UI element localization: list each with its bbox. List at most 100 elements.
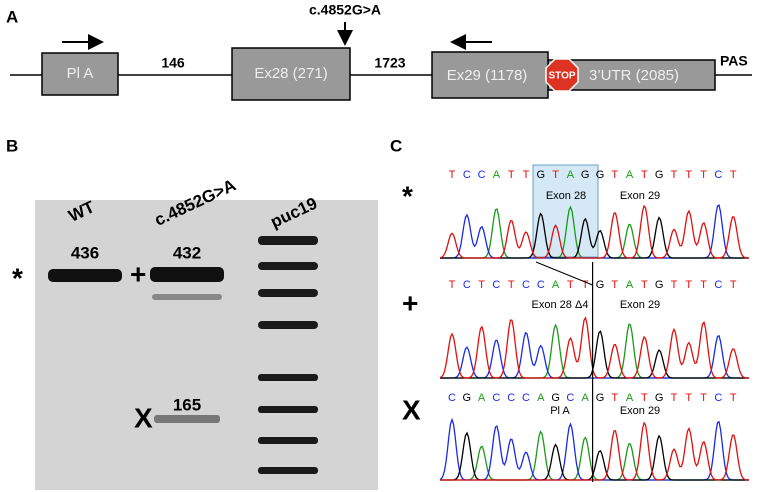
trace [439, 204, 749, 259]
base-call: A [626, 169, 634, 181]
base-call: C [463, 279, 471, 291]
panel-label: B [6, 136, 18, 155]
trace [440, 330, 749, 379]
base-call: G [655, 279, 664, 291]
intron-length: 1723 [374, 55, 405, 71]
exon-label: Ex29 (1178) [447, 67, 528, 84]
base-call: T [730, 392, 737, 404]
base-call: T [685, 392, 692, 404]
exon-box [431, 51, 549, 99]
base-call: T [567, 279, 574, 291]
base-call: C [714, 169, 722, 181]
base-call: T [671, 392, 678, 404]
gel-band [152, 294, 222, 300]
base-call: T [730, 279, 737, 291]
gel [35, 200, 378, 490]
ladder [258, 236, 318, 474]
trace [440, 430, 749, 481]
base-call: T [611, 392, 618, 404]
base-call: T [478, 279, 485, 291]
base-call: T [671, 279, 678, 291]
base-call: T [582, 279, 589, 291]
base-call: G [596, 392, 605, 404]
base-call: C [492, 279, 500, 291]
base-call: C [522, 392, 530, 404]
base-call: C [714, 279, 722, 291]
utr-label: 3’UTR (2085) [589, 67, 679, 84]
base-call: C [566, 392, 574, 404]
base-call: T [552, 169, 559, 181]
base-call: C [463, 169, 471, 181]
base-call: T [508, 169, 515, 181]
base-call: G [463, 392, 472, 404]
base-call: T [508, 279, 515, 291]
base-call: G [551, 392, 560, 404]
gel-band [48, 269, 122, 282]
base-call: T [611, 279, 618, 291]
panel-label: A [6, 7, 18, 26]
base-call: T [641, 279, 648, 291]
exon-label: Exon 28 [546, 190, 586, 202]
trace [439, 316, 749, 379]
base-call: T [685, 169, 692, 181]
base-call: A [567, 169, 575, 181]
exon-label: Exon 29 [620, 190, 660, 202]
stop-label: STOP [548, 71, 575, 82]
trace [440, 421, 749, 481]
band-marker: * [12, 262, 23, 293]
band-marker: + [130, 258, 146, 289]
base-call: G [596, 279, 605, 291]
exon-label: Exon 29 [620, 405, 660, 417]
intron-length: 146 [161, 55, 185, 71]
sequence-marker: + [402, 287, 418, 318]
base-call: T [641, 392, 648, 404]
base-call: A [478, 392, 486, 404]
sequence-marker: X [402, 394, 421, 425]
stop-sign [545, 58, 579, 92]
base-call: C [507, 392, 515, 404]
base-call: G [655, 169, 664, 181]
sequence-marker: * [402, 180, 413, 211]
promoter-label: Pl A [67, 65, 94, 82]
base-call: A [552, 279, 560, 291]
base-call: G [537, 169, 546, 181]
base-call: T [641, 169, 648, 181]
base-call: C [492, 392, 500, 404]
base-call: T [685, 279, 692, 291]
base-call: T [671, 169, 678, 181]
base-call: T [730, 169, 737, 181]
mutation-label: c.4852G>A [309, 2, 381, 18]
base-call: C [537, 279, 545, 291]
base-call: A [582, 392, 590, 404]
base-call: G [581, 169, 590, 181]
panel-label: C [390, 136, 402, 155]
exon-label: Exon 28 Δ4 [532, 299, 589, 311]
base-call: T [700, 279, 707, 291]
base-call: C [522, 279, 530, 291]
gel-band [154, 415, 220, 423]
exon-box [231, 47, 351, 101]
trace [440, 431, 749, 481]
base-call: A [626, 279, 634, 291]
base-call: T [449, 169, 456, 181]
gel-band [150, 267, 224, 282]
base-call: C [714, 392, 722, 404]
junction-line [535, 261, 593, 286]
base-call: T [523, 169, 530, 181]
base-call: G [596, 169, 605, 181]
base-call: A [493, 169, 501, 181]
exon-label: Pl A [550, 405, 570, 417]
base-call: C [448, 392, 456, 404]
base-call: T [700, 169, 707, 181]
band-size: 436 [71, 243, 99, 262]
band-size: 432 [173, 243, 201, 262]
base-call: G [655, 392, 664, 404]
base-call: T [700, 392, 707, 404]
promoter-box [41, 52, 119, 96]
base-call: A [626, 392, 634, 404]
highlight-box [532, 164, 599, 258]
base-call: A [537, 392, 545, 404]
band-size: 165 [173, 395, 201, 414]
exon-label: Ex28 (271) [254, 65, 327, 82]
